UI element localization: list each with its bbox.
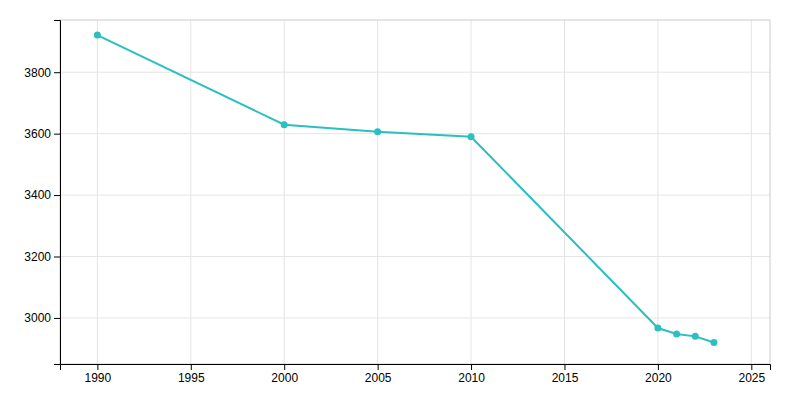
point: [281, 121, 288, 128]
plot-frame: [60, 20, 770, 364]
tick: 2000: [271, 364, 298, 385]
tick: 3800: [24, 66, 60, 80]
grid-line-x: [284, 20, 285, 364]
point: [692, 333, 699, 340]
tick: 2020: [645, 364, 672, 385]
tick-label: 3000: [24, 311, 51, 325]
point: [468, 133, 475, 140]
grid-line-x: [751, 20, 752, 364]
tick: 3200: [24, 250, 60, 264]
tick-label: 2000: [271, 371, 298, 385]
tick-label: 2015: [552, 371, 579, 385]
tick: 1990: [85, 364, 112, 385]
tick-label: 3400: [24, 188, 51, 202]
tick-label: 1995: [178, 371, 205, 385]
line: [97, 35, 714, 342]
axis-line: [61, 365, 771, 371]
point: [374, 128, 381, 135]
grid-line-y: [60, 72, 770, 73]
grid-line-y: [60, 317, 770, 318]
marks: [94, 32, 718, 346]
tick: 1995: [178, 364, 205, 385]
tick-mark: [54, 134, 60, 135]
point: [673, 330, 680, 337]
grid-line-y: [60, 256, 770, 257]
x-axis: 1990 1995 2000 2005 2010 2015 2020 2025: [61, 364, 771, 385]
tick-mark: [658, 364, 659, 370]
grid-line-x: [190, 20, 191, 364]
chart: 1990 1995 2000 2005 2010 2015 2020 2025 3000 3200…: [0, 0, 800, 400]
tick-label: 2020: [645, 371, 672, 385]
tick-mark: [54, 318, 60, 319]
tick: 3000: [24, 311, 60, 325]
point: [654, 325, 661, 332]
tick: 2025: [738, 364, 765, 385]
axis-line: [54, 21, 61, 365]
tick-mark: [284, 364, 285, 370]
tick-mark: [378, 364, 379, 370]
tick-mark: [54, 257, 60, 258]
tick-mark: [54, 72, 60, 73]
tick-label: 2010: [458, 371, 485, 385]
tick-label: 3600: [24, 127, 51, 141]
grid-line-x: [377, 20, 378, 364]
tick-label: 1990: [85, 371, 112, 385]
tick-mark: [751, 364, 752, 370]
tick-mark: [97, 364, 98, 370]
grid-line-x: [564, 20, 565, 364]
grid-line-x: [97, 20, 98, 364]
grid: [60, 20, 770, 364]
tick: 2010: [458, 364, 485, 385]
tick: 2005: [365, 364, 392, 385]
point: [94, 32, 101, 39]
tick-mark: [564, 364, 565, 370]
point: [710, 339, 717, 346]
tick: 2015: [552, 364, 579, 385]
plot: 1990 1995 2000 2005 2010 2015 2020 2025 3000 3200…: [24, 20, 770, 385]
tick-mark: [54, 195, 60, 196]
grid-line-x: [657, 20, 658, 364]
grid-line-y: [60, 195, 770, 196]
tick-mark: [471, 364, 472, 370]
tick-label: 3200: [24, 250, 51, 264]
tick-label: 3800: [24, 66, 51, 80]
tick-mark: [191, 364, 192, 370]
tick-label: 2025: [738, 371, 765, 385]
tick: 3600: [24, 127, 60, 141]
y-axis: 3000 3200 3400 3600 3800: [24, 21, 60, 365]
tick: 3400: [24, 188, 60, 202]
tick-label: 2005: [365, 371, 392, 385]
grid-line-x: [471, 20, 472, 364]
